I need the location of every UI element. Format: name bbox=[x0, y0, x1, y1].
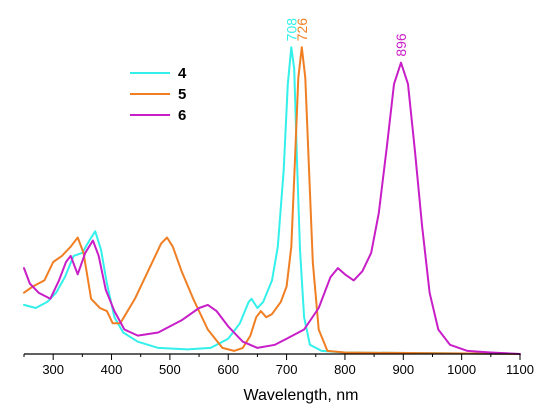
series-line-5 bbox=[23, 46, 521, 355]
x-tick-label-300: 300 bbox=[42, 362, 64, 377]
series-layer bbox=[23, 46, 521, 355]
series-line-4 bbox=[23, 46, 521, 355]
legend: 4 5 6 bbox=[130, 65, 187, 124]
x-tick-label-600: 600 bbox=[217, 362, 239, 377]
x-tick-label-800: 800 bbox=[334, 362, 356, 377]
x-tick-label-1000: 1000 bbox=[447, 362, 476, 377]
x-axis-title: Wavelength, nm bbox=[243, 387, 358, 404]
x-tick-label-500: 500 bbox=[159, 362, 181, 377]
series-line-6 bbox=[23, 61, 521, 355]
x-tick-label-400: 400 bbox=[101, 362, 123, 377]
legend-label-4: 4 bbox=[178, 65, 187, 82]
peak-label-726: 726 bbox=[294, 18, 310, 42]
x-tick-label-900: 900 bbox=[392, 362, 414, 377]
x-tick-label-700: 700 bbox=[276, 362, 298, 377]
x-axis: 300 400 500 600 700 800 900 1000 1100 bbox=[23, 353, 534, 377]
legend-label-6: 6 bbox=[178, 107, 186, 124]
peak-label-896: 896 bbox=[393, 33, 409, 57]
x-tick-label-1100: 1100 bbox=[506, 362, 534, 377]
legend-label-5: 5 bbox=[178, 86, 186, 103]
peak-label-708: 708 bbox=[283, 18, 299, 42]
